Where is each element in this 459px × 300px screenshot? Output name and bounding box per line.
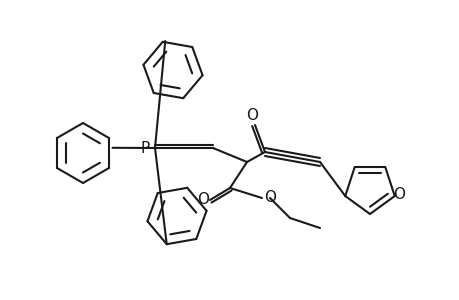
Text: O: O bbox=[263, 190, 275, 206]
Text: O: O bbox=[392, 187, 404, 202]
Text: O: O bbox=[196, 193, 208, 208]
Text: P: P bbox=[140, 140, 149, 155]
Text: O: O bbox=[246, 107, 257, 122]
